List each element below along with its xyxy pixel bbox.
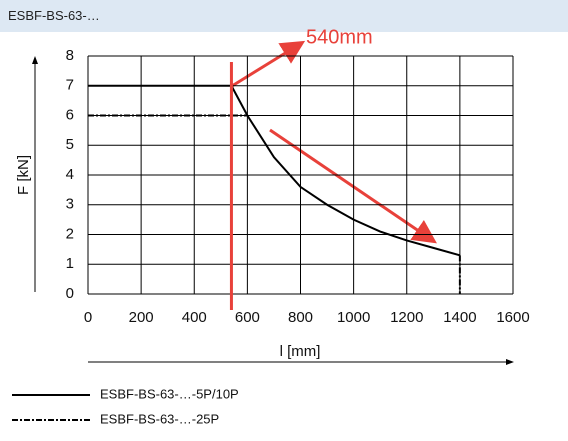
y-tick-label: 5 bbox=[66, 136, 74, 153]
y-axis-label: F [kN] bbox=[15, 155, 32, 195]
x-tick-label: 1600 bbox=[496, 309, 529, 326]
header-bar: ESBF-BS-63-… bbox=[0, 0, 568, 32]
series-line bbox=[88, 84, 461, 257]
y-tick-label: 7 bbox=[66, 77, 74, 94]
annotation-text: 540mm bbox=[306, 26, 373, 48]
annotation-arrow bbox=[269, 128, 437, 244]
y-tick-label: 0 bbox=[66, 285, 74, 302]
x-tick-label: 400 bbox=[182, 309, 207, 326]
chart-title: ESBF-BS-63-… bbox=[8, 8, 100, 23]
x-tick-label: 1200 bbox=[390, 309, 423, 326]
y-tick-label: 3 bbox=[66, 196, 74, 213]
y-tick-label: 1 bbox=[66, 255, 74, 272]
annotation-arrow bbox=[231, 40, 306, 88]
legend-label: ESBF-BS-63-…-25P bbox=[100, 411, 219, 426]
legend-label: ESBF-BS-63-…-5P/10P bbox=[100, 386, 239, 401]
x-tick-label: 1400 bbox=[443, 309, 476, 326]
y-tick-label: 2 bbox=[66, 225, 74, 242]
y-tick-label: 4 bbox=[66, 166, 74, 183]
y-tick-label: 6 bbox=[66, 106, 74, 123]
x-tick-label: 800 bbox=[288, 309, 313, 326]
x-tick-label: 1000 bbox=[337, 309, 370, 326]
x-tick-label: 200 bbox=[129, 309, 154, 326]
x-axis-label: l [mm] bbox=[280, 343, 321, 360]
y-tick-label: 8 bbox=[66, 47, 74, 64]
x-tick-label: 600 bbox=[235, 309, 260, 326]
x-tick-label: 0 bbox=[84, 309, 92, 326]
